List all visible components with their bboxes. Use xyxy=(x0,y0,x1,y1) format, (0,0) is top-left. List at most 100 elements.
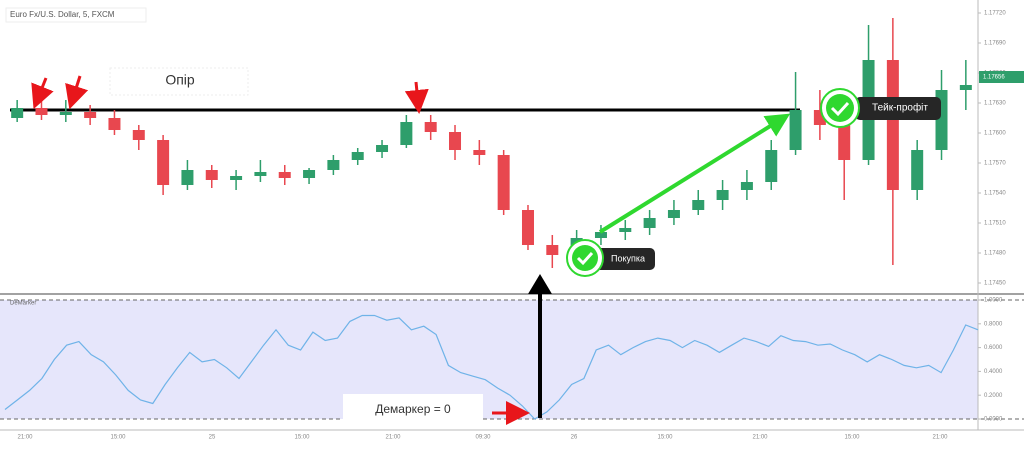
candle-body xyxy=(376,145,389,152)
arrow xyxy=(598,113,791,234)
candle xyxy=(692,190,705,215)
check-icon xyxy=(566,239,604,277)
x-tick-label: 21:00 xyxy=(752,435,768,441)
candle-body xyxy=(594,232,607,238)
candle xyxy=(108,110,121,135)
y-tick-label: 1.17600 xyxy=(984,131,1006,137)
candle xyxy=(303,168,316,184)
x-tick-label: 21:00 xyxy=(17,435,33,441)
candle xyxy=(351,148,364,165)
candle-body xyxy=(424,122,437,132)
candle-body xyxy=(157,140,170,185)
take-profit-box xyxy=(855,97,941,120)
candle xyxy=(376,140,389,158)
candle-body xyxy=(327,160,340,170)
y-tick-label: 1.17480 xyxy=(984,251,1006,257)
candle-body xyxy=(303,170,316,178)
y-tick-label: 1.17630 xyxy=(984,101,1006,107)
candle-body xyxy=(35,108,48,115)
y-tick-label: 1.17720 xyxy=(984,11,1006,17)
candle xyxy=(594,225,607,245)
candle xyxy=(789,72,802,155)
candle xyxy=(473,140,486,165)
candle xyxy=(911,140,924,200)
x-tick-label: 09:30 xyxy=(475,435,491,441)
candle-body xyxy=(132,130,145,140)
resistance-box xyxy=(109,67,249,96)
x-tick-label: 15:00 xyxy=(657,435,673,441)
candle xyxy=(667,200,680,225)
buy-label: Покупка xyxy=(611,253,645,263)
candle-body xyxy=(254,172,267,176)
candle-body xyxy=(546,245,559,255)
x-tick-label: 21:00 xyxy=(932,435,948,441)
resistance-label: Опір xyxy=(165,72,195,88)
indicator-band xyxy=(0,300,978,419)
candle xyxy=(521,205,534,250)
arrow xyxy=(404,81,429,114)
candle-body xyxy=(521,210,534,245)
candle-body xyxy=(643,218,656,228)
x-tick-label: 21:00 xyxy=(385,435,401,441)
candle-body xyxy=(692,200,705,210)
candle xyxy=(716,180,729,210)
candle xyxy=(619,220,632,240)
candle xyxy=(205,165,218,188)
y-tick-label: 0.6000 xyxy=(984,345,1003,351)
candle-body xyxy=(765,150,778,182)
x-tick-label: 15:00 xyxy=(110,435,126,441)
candle xyxy=(327,155,340,175)
candle xyxy=(886,18,899,265)
candle-body xyxy=(230,176,243,180)
demarker-box xyxy=(343,394,483,426)
y-tick-label: 0.8000 xyxy=(984,321,1003,327)
candle xyxy=(546,235,559,268)
candle xyxy=(497,150,510,215)
symbol-title: Euro Fx/U.S. Dollar, 5, FXCM xyxy=(10,10,115,19)
symbol-box xyxy=(5,7,147,23)
candle-body xyxy=(11,108,24,118)
arrow xyxy=(31,77,54,110)
candle-body xyxy=(351,152,364,160)
candle xyxy=(400,115,413,148)
candle-body xyxy=(959,85,972,90)
candle xyxy=(765,140,778,190)
candle xyxy=(278,165,291,185)
candle-body xyxy=(473,150,486,155)
candle xyxy=(157,135,170,195)
candle-body xyxy=(886,60,899,190)
candle-body xyxy=(716,190,729,200)
x-tick-label: 15:00 xyxy=(294,435,310,441)
demarker-label: Демаркер = 0 xyxy=(375,402,451,416)
y-tick-label: 1.0000 xyxy=(984,298,1003,304)
candle xyxy=(230,170,243,190)
y-tick-label: 0.0000 xyxy=(984,417,1003,423)
x-tick-label: 25 xyxy=(209,435,216,441)
y-tick-label: 1.17570 xyxy=(984,161,1006,167)
y-tick-label: 1.17510 xyxy=(984,221,1006,227)
candle-body xyxy=(59,112,72,115)
arrow xyxy=(65,75,89,110)
y-tick-label: 1.17540 xyxy=(984,191,1006,197)
candle-body xyxy=(400,122,413,145)
candle-body xyxy=(497,155,510,210)
candle xyxy=(449,125,462,160)
candle-body xyxy=(181,170,194,185)
candle-body xyxy=(278,172,291,178)
candle xyxy=(11,100,24,122)
candle-body xyxy=(449,132,462,150)
x-tick-label: 15:00 xyxy=(844,435,860,441)
candle xyxy=(84,105,97,125)
candle-body xyxy=(205,170,218,180)
indicator-title: DeMarker xyxy=(10,301,36,307)
candle-body xyxy=(740,182,753,190)
candle xyxy=(643,210,656,235)
candle xyxy=(424,115,437,140)
candle-body xyxy=(667,210,680,218)
candle-body xyxy=(84,112,97,118)
take-profit-label: Тейк-профіт xyxy=(872,102,928,114)
candle xyxy=(254,160,267,182)
candle xyxy=(740,170,753,200)
buy-box xyxy=(595,248,655,270)
